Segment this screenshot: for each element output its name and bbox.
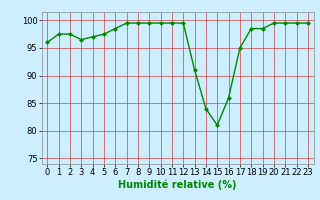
X-axis label: Humidité relative (%): Humidité relative (%) bbox=[118, 180, 237, 190]
